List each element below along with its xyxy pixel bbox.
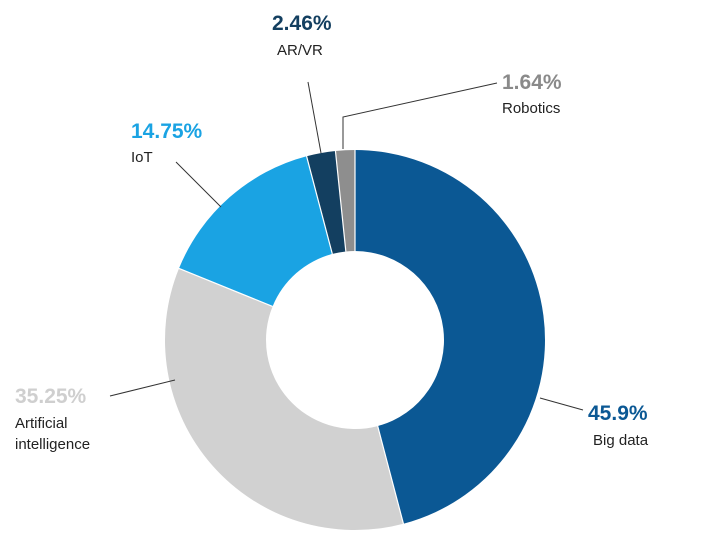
leader-line-iot (175, 161, 222, 208)
value-label-robotics: 1.64% (502, 71, 562, 94)
value-label-big-data: 45.9% (588, 402, 648, 425)
slice-separator (334, 149, 347, 252)
slice-robotics (335, 150, 355, 252)
category-label-artificial-intelligence-line-2: intelligence (15, 436, 90, 453)
slice-separator (377, 425, 405, 525)
slice-separator (177, 267, 273, 308)
slice-iot (179, 156, 333, 307)
category-label-artificial-intelligence-line-1: Artificial (15, 415, 68, 432)
category-label-big-data: Big data (593, 432, 649, 449)
leader-line-big-data (539, 397, 584, 411)
slice-labels: 45.9% Big data 35.25% Artificial intelligenc… (15, 12, 649, 453)
donut-slices (164, 149, 545, 531)
category-label-ar-vr: AR/VR (277, 42, 323, 59)
value-label-ar-vr: 2.46% (272, 12, 332, 35)
slice-big-data (355, 150, 545, 524)
category-label-robotics: Robotics (502, 100, 560, 117)
leader-line-artificial-intelligence (109, 379, 176, 397)
slice-artificial-intelligence (164, 268, 404, 531)
value-label-iot: 14.75% (131, 120, 203, 143)
slice-separator (305, 155, 333, 255)
slice-ar-vr (306, 151, 346, 254)
leader-lines (109, 81, 584, 411)
value-label-artificial-intelligence: 35.25% (15, 385, 87, 408)
leader-line-robotics (342, 82, 498, 149)
leader-line-ar-vr (307, 81, 322, 154)
category-label-iot: IoT (131, 149, 153, 166)
